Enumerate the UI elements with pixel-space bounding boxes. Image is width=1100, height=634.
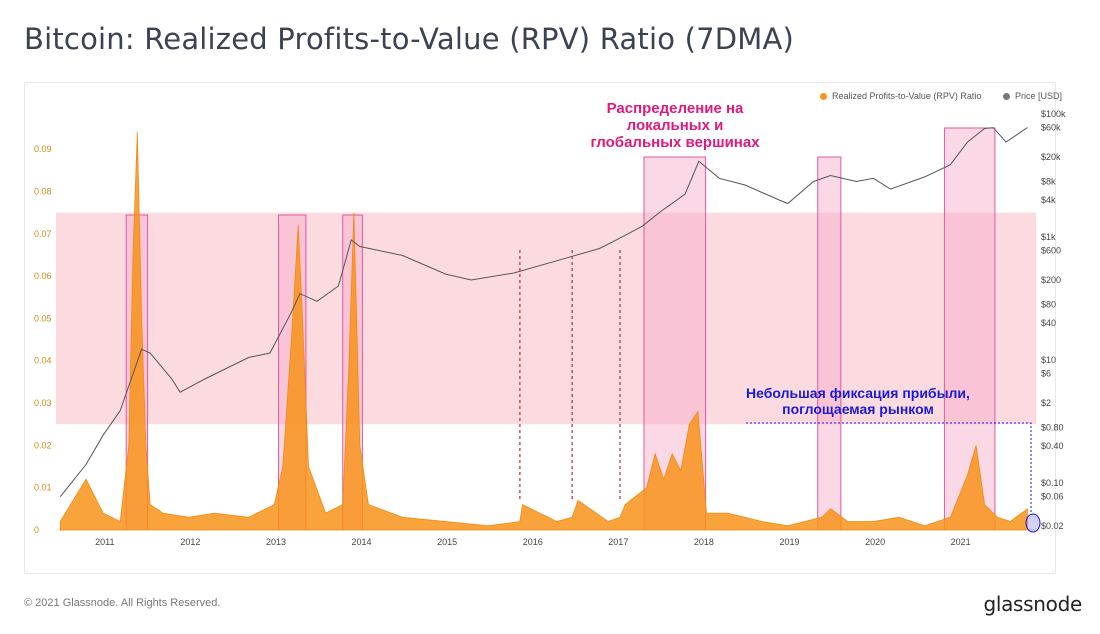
x-tick-label: 2021 (951, 537, 971, 547)
left-tick-label: 0.08 (34, 186, 52, 196)
legend-rpv[interactable]: Realized Profits-to-Value (RPV) Ratio (820, 91, 981, 101)
right-tick-label: $600 (1041, 246, 1061, 256)
left-tick-label: 0.07 (34, 229, 52, 239)
right-tick-label: $2 (1041, 398, 1051, 408)
right-tick-label: $40 (1041, 318, 1056, 328)
annotation-peaks-line: Распределение на (607, 100, 744, 117)
right-tick-label: $100k (1041, 109, 1066, 119)
right-tick-label: $1k (1041, 232, 1056, 242)
right-tick-label: $20k (1041, 152, 1061, 162)
x-tick-label: 2017 (608, 537, 628, 547)
right-tick-label: $80 (1041, 299, 1056, 309)
legend-rpv-label: Realized Profits-to-Value (RPV) Ratio (832, 91, 982, 101)
left-tick-label: 0.06 (34, 271, 52, 281)
accumulation-band (56, 212, 1036, 425)
right-tick-label: $60k (1041, 123, 1061, 133)
rpv-legend-dot-icon (820, 92, 827, 100)
glassnode-logo: glassnode (983, 592, 1082, 616)
right-tick-label: $6 (1041, 369, 1051, 379)
right-tick-label: $10 (1041, 355, 1056, 365)
left-tick-label: 0.04 (34, 356, 52, 366)
left-tick-label: 0.02 (34, 440, 52, 450)
left-tick-label: 0.05 (34, 313, 52, 323)
legend-price-label: Price [USD] (1015, 91, 1063, 101)
x-tick-label: 2019 (779, 537, 799, 547)
left-tick-label: 0.09 (34, 144, 52, 154)
right-tick-label: $4k (1041, 195, 1056, 205)
annotation-peaks-line: глобальных вершинах (590, 134, 760, 151)
annotation-small-line: Небольшая фиксация прибыли, (746, 385, 970, 401)
x-tick-label: 2018 (694, 537, 714, 547)
right-tick-label: $200 (1041, 275, 1061, 285)
x-tick-label: 2011 (95, 537, 114, 547)
x-tick-label: 2015 (437, 537, 457, 547)
left-tick-label: 0 (34, 525, 39, 535)
price-legend-dot-icon (1003, 92, 1010, 100)
x-tick-label: 2012 (180, 537, 200, 547)
legend-price[interactable]: Price [USD] (1003, 91, 1062, 101)
left-tick-label: 0.01 (34, 483, 52, 493)
x-tick-label: 2013 (266, 537, 286, 547)
right-tick-label: $0.40 (1041, 441, 1064, 451)
x-tick-label: 2014 (352, 537, 372, 547)
right-tick-label: $0.80 (1041, 422, 1064, 432)
highlight-window-5 (817, 156, 842, 531)
rpv-area (59, 132, 1028, 531)
right-tick-label: $8k (1041, 176, 1056, 186)
annotation-peaks-line: локальных и (627, 117, 724, 134)
x-tick-label: 2016 (523, 537, 543, 547)
right-tick-label: $0.06 (1041, 492, 1064, 502)
chart-title: Bitcoin: Realized Profits-to-Value (RPV)… (24, 22, 795, 56)
price-line (59, 127, 1028, 498)
left-tick-label: 0.03 (34, 398, 52, 408)
annotation-circle (1025, 513, 1041, 533)
annotation-connector (746, 422, 1032, 515)
x-tick-label: 2020 (865, 537, 885, 547)
footer-copyright: © 2021 Glassnode. All Rights Reserved. (24, 597, 221, 609)
right-tick-label: $0.02 (1041, 521, 1064, 531)
right-tick-label: $0.10 (1041, 478, 1064, 488)
annotation-small-line: поглощаемая рынком (782, 401, 934, 417)
